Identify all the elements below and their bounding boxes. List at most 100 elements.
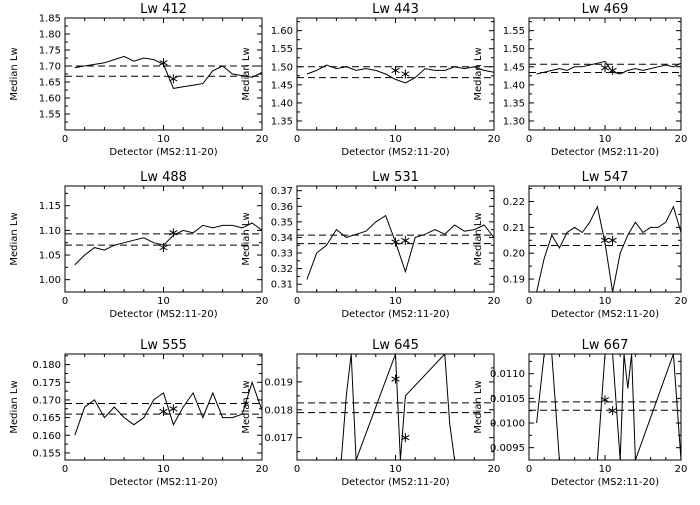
x-tick-label: 10 bbox=[389, 464, 402, 475]
plot-area bbox=[529, 205, 681, 292]
x-tick-label: 0 bbox=[62, 464, 68, 475]
panel-0: Lw 412 Detector (MS2:11-20) Median Lw 0 10 20… bbox=[9, 2, 268, 158]
asterisk-marker bbox=[169, 404, 178, 414]
plot-area bbox=[529, 354, 681, 460]
x-tick-label: 20 bbox=[675, 134, 688, 145]
asterisk-stroke bbox=[159, 60, 168, 66]
asterisk-stroke bbox=[391, 239, 400, 245]
series-line bbox=[306, 214, 494, 280]
panel-8: Lw 667 Detector (MS2:11-20) Median Lw 0 10 20… bbox=[473, 338, 687, 488]
plot-frame bbox=[528, 17, 682, 131]
plot-area bbox=[65, 380, 262, 436]
asterisk-marker bbox=[159, 243, 168, 253]
x-tick-label: 10 bbox=[599, 464, 612, 475]
chart-title: Lw 488 bbox=[140, 170, 187, 185]
y-tick-label: 0.32 bbox=[271, 264, 293, 275]
panel-1: Lw 443 Detector (MS2:11-20) Median Lw 0 10 20… bbox=[241, 2, 500, 158]
y-tick-label: 1.85 bbox=[39, 14, 61, 25]
y-tick-label: 1.40 bbox=[503, 80, 525, 91]
asterisk-stroke bbox=[600, 65, 610, 71]
plot-area bbox=[297, 64, 494, 84]
chart-title: Lw 547 bbox=[582, 170, 629, 185]
y-tick-label: 0.0095 bbox=[490, 443, 525, 454]
y-tick-label: 1.40 bbox=[271, 98, 293, 109]
asterisk-marker bbox=[608, 406, 617, 416]
plot-area bbox=[297, 214, 494, 280]
asterisk-marker bbox=[391, 374, 400, 384]
y-tick-label: 1.45 bbox=[503, 62, 525, 73]
y-tick-label: 0.175 bbox=[32, 378, 61, 389]
x-axis-label: Detector (MS2:11-20) bbox=[109, 477, 217, 488]
asterisk-marker bbox=[169, 74, 178, 84]
chart-title: Lw 667 bbox=[582, 338, 629, 353]
asterisk-stroke bbox=[401, 435, 410, 441]
y-tick-label: 1.55 bbox=[271, 44, 293, 55]
series-line bbox=[536, 354, 681, 460]
plot-area bbox=[529, 60, 681, 75]
asterisk-stroke bbox=[159, 408, 168, 415]
y-tick-label: 0.0100 bbox=[490, 419, 525, 430]
y-tick-label: 1.30 bbox=[503, 116, 525, 127]
asterisk-marker bbox=[391, 237, 400, 247]
asterisk-marker bbox=[159, 407, 168, 417]
x-tick-label: 0 bbox=[62, 296, 68, 307]
y-tick-label: 0.37 bbox=[271, 186, 293, 197]
x-tick-label: 20 bbox=[488, 296, 501, 307]
x-tick-label: 0 bbox=[62, 134, 68, 145]
asterisk-marker bbox=[391, 65, 400, 75]
asterisk-stroke bbox=[608, 408, 617, 414]
y-tick-label: 1.50 bbox=[503, 44, 525, 55]
asterisk-stroke bbox=[391, 67, 400, 74]
asterisk-stroke bbox=[608, 237, 617, 243]
x-tick-label: 20 bbox=[488, 134, 501, 145]
y-tick-label: 1.50 bbox=[271, 62, 293, 73]
chart-title: Lw 469 bbox=[582, 2, 629, 17]
asterisk-stroke bbox=[600, 397, 610, 403]
y-tick-label: 1.35 bbox=[503, 98, 525, 109]
y-axis-label: Median Lw bbox=[9, 380, 20, 433]
y-tick-label: 0.0110 bbox=[490, 369, 525, 380]
x-tick-label: 20 bbox=[256, 296, 269, 307]
asterisk-stroke bbox=[401, 71, 410, 77]
asterisk-stroke bbox=[608, 67, 617, 74]
asterisk-stroke bbox=[169, 406, 178, 412]
panel-7: Lw 645 Detector (MS2:11-20) Median Lw 0 10 20… bbox=[241, 338, 500, 488]
x-tick-label: 0 bbox=[294, 134, 300, 145]
x-axis-label: Detector (MS2:11-20) bbox=[551, 477, 659, 488]
y-tick-label: 1.45 bbox=[271, 80, 293, 91]
x-tick-label: 0 bbox=[294, 296, 300, 307]
x-tick-label: 10 bbox=[389, 296, 402, 307]
x-tick-label: 20 bbox=[488, 464, 501, 475]
series-line bbox=[340, 354, 456, 460]
plot-area bbox=[65, 55, 262, 89]
y-tick-label: 1.75 bbox=[39, 46, 61, 57]
y-tick-label: 0.33 bbox=[271, 249, 293, 260]
x-axis-label: Detector (MS2:11-20) bbox=[551, 147, 659, 158]
y-tick-label: 1.80 bbox=[39, 30, 61, 41]
asterisk-marker bbox=[600, 63, 610, 73]
panel-2: Lw 469 Detector (MS2:11-20) Median Lw 0 10 20… bbox=[473, 2, 687, 158]
y-tick-label: 1.55 bbox=[39, 110, 61, 121]
chart-title: Lw 645 bbox=[372, 338, 419, 353]
plot-frame bbox=[64, 353, 263, 461]
asterisk-marker bbox=[401, 433, 410, 443]
asterisk-marker bbox=[608, 65, 617, 75]
chart-title: Lw 412 bbox=[140, 2, 187, 17]
y-tick-label: 1.10 bbox=[39, 226, 61, 237]
x-tick-label: 10 bbox=[599, 296, 612, 307]
y-tick-label: 1.60 bbox=[39, 94, 61, 105]
plot-frame bbox=[528, 353, 682, 461]
panel-3: Lw 488 Detector (MS2:11-20) Median Lw 0 10 20… bbox=[9, 170, 268, 320]
y-axis-label: Median Lw bbox=[241, 212, 252, 265]
asterisk-stroke bbox=[169, 76, 178, 82]
chart-title: Lw 531 bbox=[372, 170, 419, 185]
series-line bbox=[74, 222, 262, 266]
y-axis-label: Median Lw bbox=[241, 380, 252, 433]
y-tick-label: 1.05 bbox=[39, 251, 61, 262]
series-line bbox=[536, 60, 681, 75]
series-line bbox=[74, 380, 262, 436]
y-tick-label: 0.017 bbox=[264, 433, 293, 444]
x-tick-label: 0 bbox=[526, 134, 532, 145]
x-tick-label: 20 bbox=[675, 296, 688, 307]
